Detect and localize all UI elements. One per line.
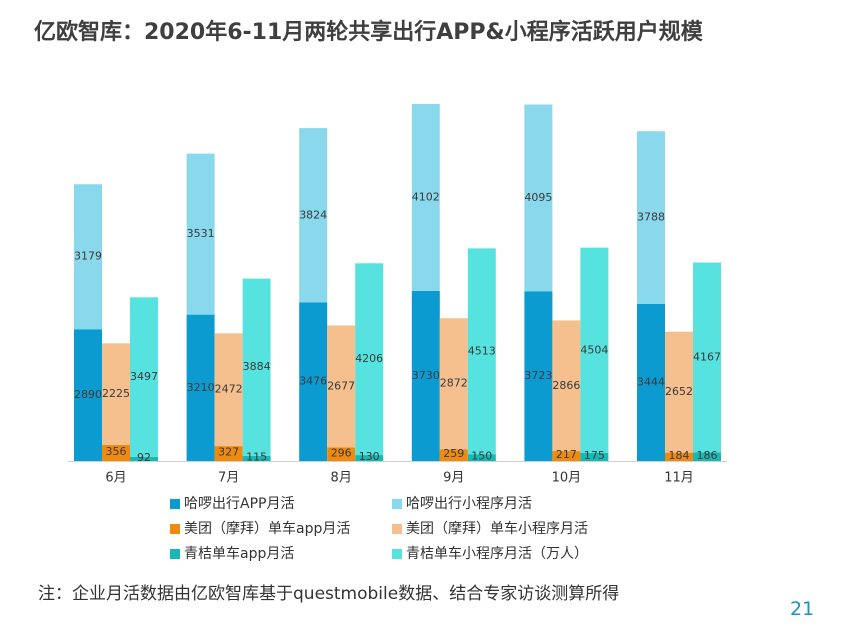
bar-haluo-app-5 — [637, 303, 665, 461]
bar-haluo-mini-5 — [637, 131, 665, 304]
chart-title: 亿欧智库：2020年6-11月两轮共享出行APP&小程序活跃用户规模 — [34, 20, 703, 45]
bar-meituan-app-4 — [552, 451, 581, 461]
bar-qingju-mini-3 — [467, 248, 496, 455]
data-label-haluo-mini-5: 3788 — [637, 211, 665, 224]
data-label-qingju-app-1: 115 — [246, 450, 267, 463]
bar-meituan-app-1 — [214, 446, 243, 461]
data-label-meituan-app-5: 184 — [669, 449, 690, 462]
bar-qingju-app-2 — [355, 455, 384, 461]
bar-meituan-app-0 — [102, 444, 130, 461]
bar-haluo-app-1 — [186, 314, 215, 461]
bar-meituan-app-5 — [665, 452, 693, 461]
legend-label-1: 哈啰出行小程序月活 — [406, 496, 532, 512]
data-label-haluo-mini-4: 4095 — [524, 191, 552, 204]
bar-meituan-mini-1 — [214, 333, 243, 447]
bar-haluo-mini-2 — [299, 128, 328, 303]
data-label-haluo-app-5: 3444 — [637, 375, 665, 388]
bar-meituan-app-3 — [439, 449, 468, 461]
bar-qingju-mini-4 — [580, 247, 609, 454]
data-label-qingju-app-0: 92 — [137, 451, 151, 464]
bar-meituan-mini-0 — [102, 343, 130, 445]
bar-haluo-app-3 — [411, 290, 440, 461]
legend-label-0: 哈啰出行APP月活 — [184, 496, 294, 512]
data-label-qingju-app-5: 186 — [697, 449, 718, 462]
bar-qingju-app-4 — [580, 453, 609, 461]
data-label-meituan-mini-4: 2866 — [552, 379, 580, 392]
data-label-meituan-mini-2: 2677 — [327, 379, 355, 392]
legend-label-5: 青桔单车小程序月活（万人） — [406, 545, 588, 562]
bar-meituan-mini-2 — [327, 325, 356, 448]
legend-label-3: 美团（摩拜）单车小程序月活 — [406, 520, 588, 537]
data-label-meituan-mini-0: 2225 — [102, 387, 130, 400]
data-label-qingju-mini-4: 4504 — [580, 343, 608, 356]
bar-qingju-mini-1 — [242, 278, 271, 456]
data-label-haluo-app-3: 3730 — [412, 369, 440, 382]
bar-qingju-app-5 — [693, 452, 721, 461]
data-label-qingju-app-2: 130 — [359, 450, 380, 463]
bar-haluo-mini-0 — [74, 184, 102, 330]
bar-meituan-app-2 — [327, 447, 356, 461]
x-tick-label-0: 6月 — [105, 471, 126, 486]
bar-haluo-mini-4 — [524, 104, 553, 292]
data-label-meituan-app-3: 259 — [443, 447, 464, 460]
bar-qingju-app-0 — [130, 456, 158, 461]
data-label-qingju-mini-1: 3884 — [243, 360, 271, 373]
data-label-meituan-mini-5: 2652 — [665, 385, 693, 398]
legend-swatch-4 — [170, 549, 180, 559]
data-label-haluo-mini-3: 4102 — [412, 190, 440, 203]
x-tick-label-4: 10月 — [552, 471, 582, 486]
data-label-qingju-app-4: 175 — [584, 449, 605, 462]
bar-meituan-mini-5 — [665, 331, 693, 453]
legend-label-4: 青桔单车app月活 — [184, 545, 294, 562]
data-label-haluo-app-0: 2890 — [74, 388, 102, 401]
legend-swatch-3 — [392, 524, 402, 534]
data-label-meituan-mini-1: 2472 — [215, 383, 243, 396]
data-label-haluo-mini-0: 3179 — [74, 250, 102, 263]
bar-qingju-app-3 — [467, 454, 496, 461]
bar-meituan-mini-3 — [439, 318, 468, 450]
bar-qingju-app-1 — [242, 455, 271, 461]
x-tick-label-2: 8月 — [331, 471, 352, 486]
data-label-qingju-app-3: 150 — [471, 450, 492, 463]
bar-qingju-mini-2 — [355, 263, 384, 456]
data-label-haluo-app-2: 3476 — [299, 375, 327, 388]
legend-swatch-1 — [392, 499, 402, 509]
bar-haluo-app-4 — [524, 291, 553, 461]
data-label-meituan-app-1: 327 — [218, 446, 239, 459]
bar-haluo-mini-3 — [411, 103, 440, 291]
footnote: 注：企业月活数据由亿欧智库基于questmobile数据、结合专家访谈测算所得 — [38, 584, 620, 604]
bar-meituan-mini-4 — [552, 320, 581, 452]
x-tick-label-3: 9月 — [443, 471, 464, 486]
data-label-qingju-mini-5: 4167 — [693, 351, 721, 364]
legend-swatch-5 — [392, 549, 402, 559]
x-tick-label-5: 11月 — [664, 471, 694, 486]
bar-qingju-mini-0 — [130, 297, 158, 457]
bar-haluo-app-2 — [299, 302, 328, 461]
x-tick-label-1: 7月 — [218, 471, 239, 486]
data-label-haluo-app-4: 3723 — [524, 369, 552, 382]
data-label-meituan-mini-3: 2872 — [440, 377, 468, 390]
data-label-qingju-mini-0: 3497 — [130, 370, 158, 383]
data-label-qingju-mini-3: 4513 — [468, 344, 496, 357]
data-label-meituan-app-4: 217 — [556, 448, 577, 461]
data-label-haluo-app-1: 3210 — [187, 381, 215, 394]
bar-haluo-app-0 — [74, 329, 102, 461]
page-number: 21 — [790, 598, 815, 620]
bar-haluo-mini-1 — [186, 153, 215, 315]
bar-qingju-mini-5 — [693, 262, 721, 453]
data-label-meituan-app-0: 356 — [106, 445, 127, 458]
legend-label-2: 美团（摩拜）单车app月活 — [184, 520, 350, 537]
data-label-haluo-mini-1: 3531 — [187, 227, 215, 240]
legend-swatch-2 — [170, 524, 180, 534]
data-label-meituan-app-2: 296 — [331, 446, 352, 459]
data-label-qingju-mini-2: 4206 — [355, 352, 383, 365]
legend-swatch-0 — [170, 499, 180, 509]
data-label-haluo-mini-2: 3824 — [299, 208, 327, 221]
